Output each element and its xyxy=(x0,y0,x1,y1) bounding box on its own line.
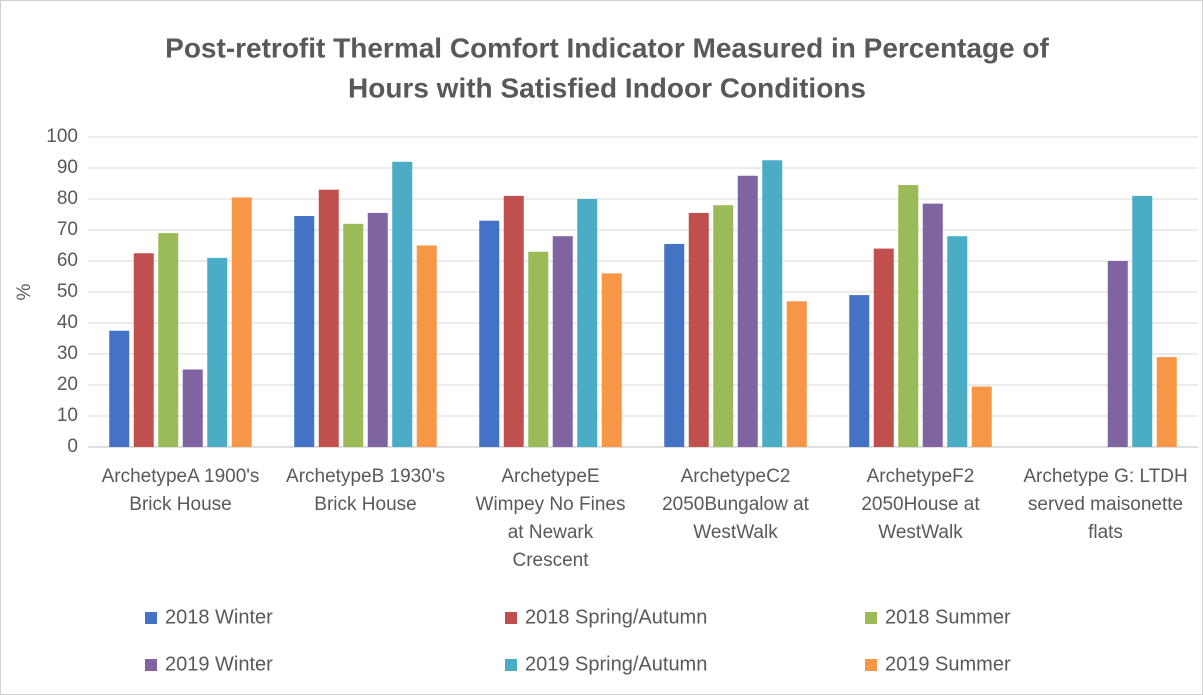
bar xyxy=(182,369,203,447)
x-tick-label: Brick House xyxy=(129,494,231,515)
x-tick-label: flats xyxy=(1088,522,1123,543)
bar xyxy=(503,195,524,447)
y-tick-label: 80 xyxy=(57,188,78,209)
x-tick-label: ArchetypeE xyxy=(501,466,599,487)
bar xyxy=(849,295,870,447)
legend-swatch xyxy=(145,659,157,671)
y-tick-label: 60 xyxy=(57,250,78,271)
x-tick-label: 2050House at xyxy=(861,494,980,515)
bar xyxy=(133,253,154,447)
bar xyxy=(392,161,413,448)
legend-label: 2018 Spring/Autumn xyxy=(525,606,707,628)
bar xyxy=(577,199,598,447)
legend-swatch xyxy=(505,659,517,671)
legend-label: 2019 Summer xyxy=(885,653,1011,675)
bar xyxy=(479,220,500,447)
bar xyxy=(552,236,573,447)
y-tick-label: 50 xyxy=(57,281,78,302)
bar xyxy=(873,248,894,447)
x-tick-label: WestWalk xyxy=(878,522,963,543)
legend-label: 2019 Spring/Autumn xyxy=(525,653,707,675)
bar xyxy=(601,273,622,447)
bar xyxy=(528,251,549,447)
bar xyxy=(688,212,709,447)
x-tick-label: Brick House xyxy=(314,494,416,515)
y-tick-label: 100 xyxy=(46,126,78,147)
bar xyxy=(207,257,228,447)
bar xyxy=(1107,261,1128,447)
chart-title: Hours with Satisfied Indoor Conditions xyxy=(348,72,866,103)
legend-swatch xyxy=(505,612,517,624)
x-tick-label: ArchetypeA 1900's xyxy=(102,466,260,487)
bar xyxy=(762,160,783,447)
bar xyxy=(1156,357,1177,447)
y-axis-label: % xyxy=(14,283,35,300)
bar xyxy=(947,236,968,447)
bar xyxy=(713,205,734,447)
bar xyxy=(1132,195,1153,447)
x-tick-label: WestWalk xyxy=(693,522,778,543)
legend-label: 2018 Summer xyxy=(885,606,1011,628)
bar xyxy=(318,189,339,447)
bar xyxy=(898,185,919,448)
bar xyxy=(231,197,252,447)
x-tick-label: at Newark xyxy=(508,522,594,543)
x-tick-label: ArchetypeC2 xyxy=(681,466,791,487)
bar xyxy=(971,386,992,447)
bar xyxy=(664,243,685,447)
bar xyxy=(737,175,758,447)
y-tick-label: 10 xyxy=(57,405,78,426)
legend-swatch xyxy=(865,659,877,671)
bar xyxy=(109,330,130,447)
x-tick-label: ArchetypeB 1930's xyxy=(286,466,445,487)
x-tick-label: Crescent xyxy=(512,550,589,571)
bar xyxy=(922,203,943,447)
y-tick-label: 20 xyxy=(57,374,78,395)
legend-label: 2019 Winter xyxy=(165,653,273,675)
bar xyxy=(367,212,388,447)
x-tick-label: ArchetypeF2 xyxy=(867,466,975,487)
chart-title: Post-retrofit Thermal Comfort Indicator … xyxy=(165,32,1049,63)
y-tick-label: 70 xyxy=(57,219,78,240)
y-tick-label: 40 xyxy=(57,312,78,333)
bar xyxy=(786,301,807,447)
x-tick-label: 2050Bungalow at xyxy=(662,494,810,515)
legend-swatch xyxy=(865,612,877,624)
bar xyxy=(416,245,437,447)
x-tick-label: served maisonette xyxy=(1028,494,1183,515)
bar xyxy=(343,223,364,447)
y-tick-label: 90 xyxy=(57,157,78,178)
x-tick-label: Wimpey No Fines xyxy=(476,494,626,515)
legend-swatch xyxy=(145,612,157,624)
x-tick-label: Archetype G: LTDH xyxy=(1023,466,1187,487)
legend-label: 2018 Winter xyxy=(165,606,273,628)
bar xyxy=(158,233,179,447)
y-tick-label: 30 xyxy=(57,343,78,364)
bar xyxy=(294,216,315,447)
y-tick-label: 0 xyxy=(67,436,78,457)
